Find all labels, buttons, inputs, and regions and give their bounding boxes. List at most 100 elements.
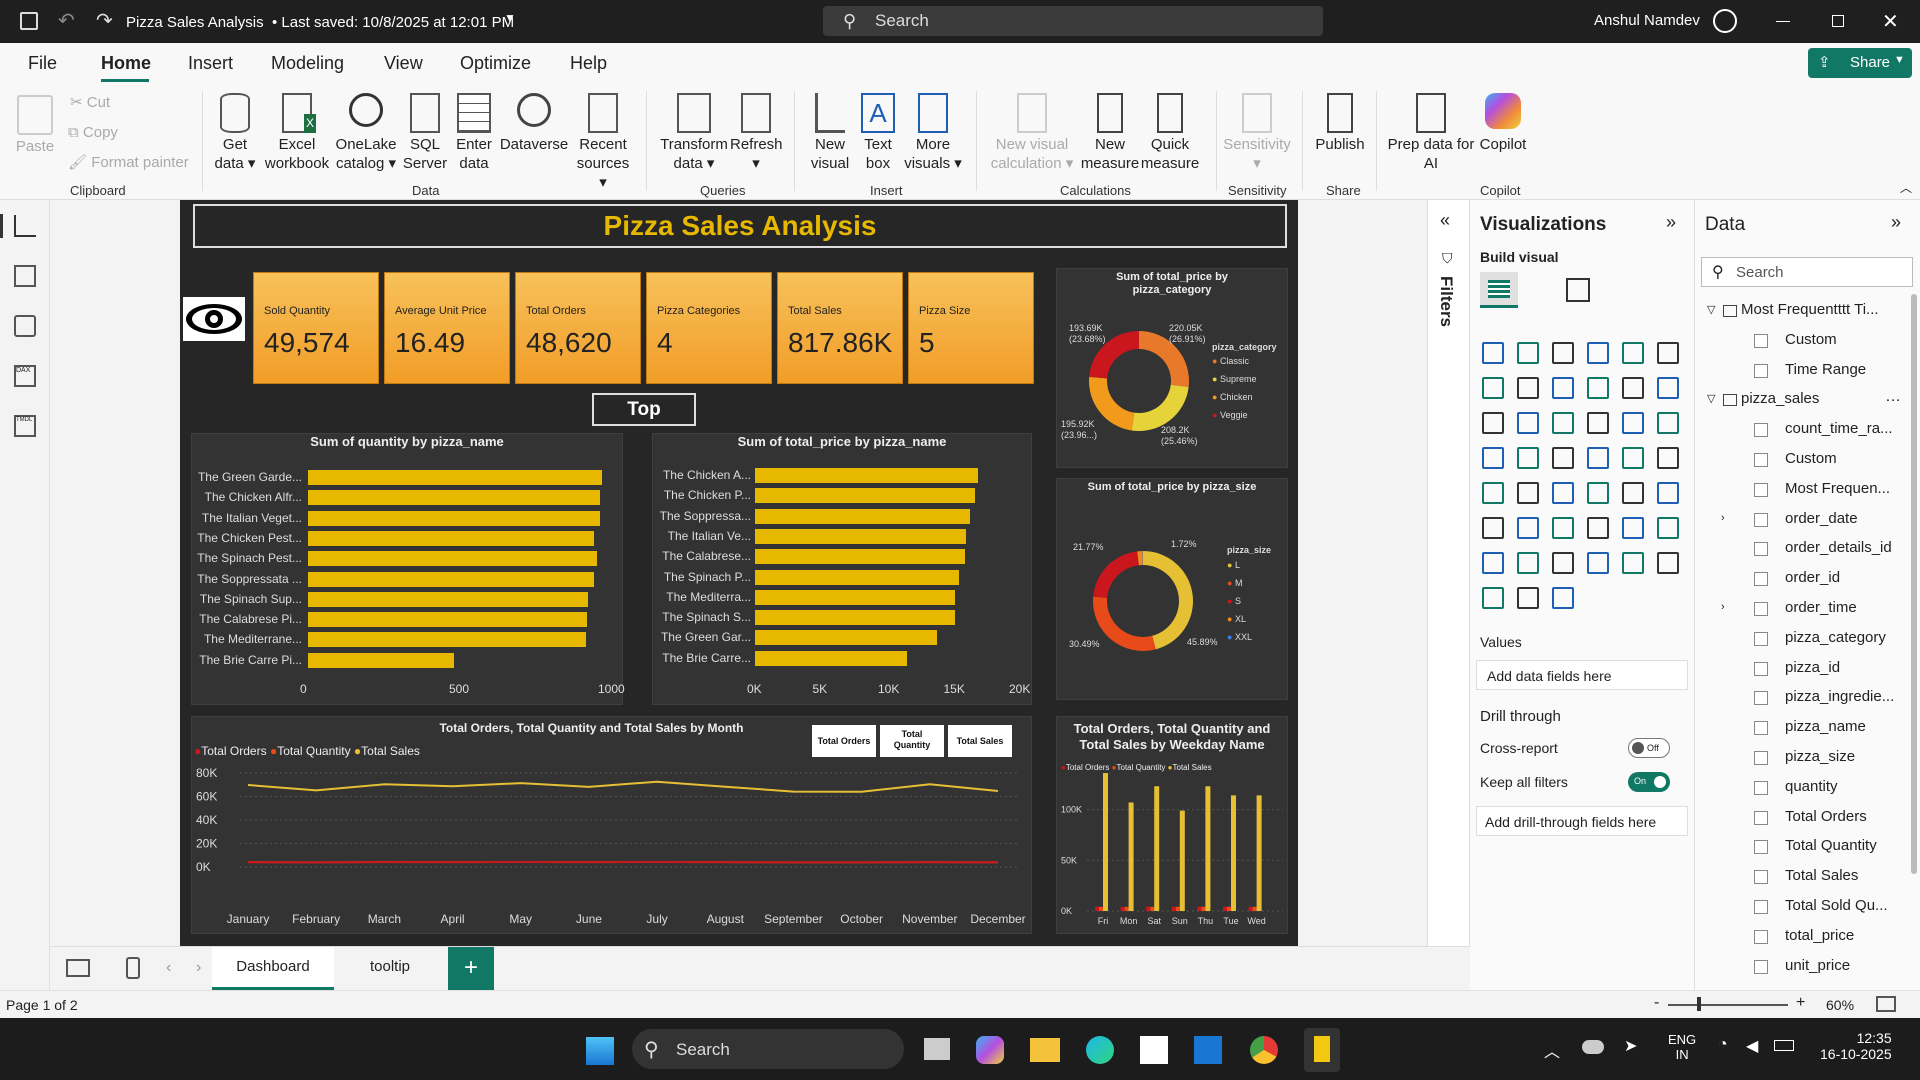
- top-button[interactable]: Top: [592, 393, 696, 426]
- visual-type-icon[interactable]: [1622, 412, 1644, 434]
- model-view-icon[interactable]: [14, 315, 36, 337]
- menu-help[interactable]: Help: [570, 53, 608, 73]
- menu-insert[interactable]: Insert: [188, 53, 234, 73]
- sales-column[interactable]: [1256, 795, 1262, 911]
- transform-data-button[interactable]: Transform data ▾: [660, 93, 728, 173]
- data-table-name[interactable]: pizza_sales: [1741, 390, 1820, 408]
- battery-icon[interactable]: [1774, 1040, 1794, 1051]
- field-name[interactable]: count_time_ra...: [1785, 420, 1893, 438]
- visual-type-icon[interactable]: [1622, 377, 1644, 399]
- tab-dashboard[interactable]: Dashboard: [212, 947, 334, 991]
- bar[interactable]: [755, 549, 965, 565]
- field-name[interactable]: order_id: [1785, 569, 1841, 587]
- edge-icon[interactable]: [1086, 1036, 1114, 1064]
- keep-filters-toggle[interactable]: On: [1628, 772, 1670, 792]
- weekday-column-chart[interactable]: Total Orders, Total Quantity and Total S…: [1056, 716, 1288, 934]
- visual-type-icon[interactable]: [1552, 412, 1574, 434]
- new-measure-button[interactable]: New measure: [1080, 93, 1140, 173]
- legend-item[interactable]: ● S: [1227, 596, 1241, 606]
- visual-type-icon[interactable]: [1482, 342, 1504, 364]
- bar[interactable]: [755, 589, 956, 605]
- total-sales-toggle[interactable]: Total Sales: [948, 725, 1012, 757]
- field-checkbox[interactable]: [1754, 602, 1768, 616]
- zoom-in-button[interactable]: +: [1796, 994, 1806, 1011]
- bar[interactable]: [755, 508, 970, 524]
- new-visual-button[interactable]: New visual: [806, 93, 854, 173]
- field-name[interactable]: pizza_category: [1785, 628, 1886, 646]
- monthly-line-chart[interactable]: Total Orders, Total Quantity and Total S…: [191, 716, 1032, 934]
- field-name[interactable]: Total Sold Qu...: [1785, 897, 1888, 914]
- orders-column[interactable]: [1197, 906, 1202, 911]
- kpi-card[interactable]: Total Orders 48,620: [515, 272, 641, 384]
- total-quantity-toggle[interactable]: Total Quantity: [880, 725, 944, 757]
- orders-column[interactable]: [1095, 906, 1099, 911]
- field-checkbox[interactable]: [1754, 959, 1768, 974]
- chevron-right-icon[interactable]: ›: [1721, 601, 1725, 613]
- build-visual-icon[interactable]: [1480, 272, 1518, 308]
- visual-type-icon[interactable]: [1552, 552, 1574, 574]
- menu-view[interactable]: View: [384, 53, 423, 73]
- task-view-icon[interactable]: [924, 1038, 950, 1060]
- visual-type-icon[interactable]: [1552, 482, 1574, 504]
- visual-type-icon[interactable]: [1657, 517, 1679, 539]
- search-input[interactable]: ⚲ Search: [823, 6, 1323, 36]
- chrome-icon[interactable]: [1250, 1036, 1278, 1064]
- donut-slice[interactable]: [1137, 551, 1143, 566]
- recent-sources-button[interactable]: Recent sources ▾: [572, 93, 634, 192]
- field-checkbox[interactable]: [1754, 751, 1768, 765]
- menu-optimize[interactable]: Optimize: [460, 53, 532, 73]
- field-checkbox[interactable]: [1754, 482, 1768, 497]
- field-checkbox[interactable]: [1754, 900, 1768, 914]
- undo-icon[interactable]: ↶: [58, 10, 75, 32]
- quantity-column[interactable]: [1201, 906, 1206, 911]
- more-visuals-button[interactable]: More visuals ▾: [902, 93, 964, 173]
- field-name[interactable]: quantity: [1785, 777, 1838, 795]
- report-view-icon[interactable]: [14, 215, 36, 237]
- start-icon[interactable]: [586, 1037, 614, 1065]
- field-name[interactable]: Total Quantity: [1785, 837, 1877, 855]
- scrollbar[interactable]: [1911, 294, 1917, 874]
- visual-type-icon[interactable]: [1482, 552, 1504, 574]
- visual-type-icon[interactable]: [1622, 482, 1644, 504]
- outlook-icon[interactable]: [1194, 1036, 1222, 1064]
- visual-type-icon[interactable]: [1587, 517, 1609, 539]
- visual-type-icon[interactable]: [1517, 482, 1539, 504]
- field-checkbox[interactable]: [1754, 840, 1768, 855]
- eye-icon[interactable]: [183, 297, 245, 341]
- language-indicator[interactable]: ENG IN: [1668, 1032, 1697, 1062]
- copilot-taskbar-icon[interactable]: [976, 1036, 1004, 1064]
- visual-type-icon[interactable]: [1587, 482, 1609, 504]
- visual-type-icon[interactable]: [1657, 342, 1679, 364]
- bar[interactable]: [755, 650, 907, 666]
- field-name[interactable]: pizza_id: [1785, 658, 1841, 676]
- qty-by-pizza-chart[interactable]: Sum of quantity by pizza_name The Green …: [191, 433, 625, 705]
- filters-pane[interactable]: « ⛉ Filters: [1427, 200, 1469, 946]
- visual-type-icon[interactable]: [1517, 587, 1539, 609]
- new-visual-calculation-button[interactable]: New visual calculation ▾: [990, 93, 1074, 173]
- legend-item[interactable]: ● M: [1227, 578, 1242, 588]
- bar[interactable]: [308, 530, 595, 546]
- field-name[interactable]: Custom: [1785, 330, 1837, 348]
- legend-item[interactable]: ● XXL: [1227, 632, 1252, 642]
- sales-column[interactable]: [1128, 802, 1134, 911]
- visual-type-icon[interactable]: [1552, 377, 1574, 399]
- onelake-catalog-button[interactable]: OneLake catalog ▾: [334, 93, 398, 173]
- visual-type-icon[interactable]: [1482, 447, 1504, 469]
- paste-button[interactable]: Paste: [14, 95, 56, 156]
- visual-type-icon[interactable]: [1657, 412, 1679, 434]
- kpi-card[interactable]: Average Unit Price 16.49: [384, 272, 510, 384]
- onedrive-icon[interactable]: [1582, 1040, 1604, 1054]
- legend-item[interactable]: ● XL: [1227, 614, 1246, 624]
- share-button[interactable]: ⇪ Share ▼: [1808, 48, 1912, 78]
- quantity-column[interactable]: [1150, 906, 1155, 911]
- zoom-slider[interactable]: [1668, 1004, 1788, 1006]
- chevron-down-icon[interactable]: ▽: [1707, 393, 1716, 406]
- visual-type-icon[interactable]: [1622, 342, 1644, 364]
- bar[interactable]: [308, 591, 589, 607]
- donut-slice[interactable]: [1139, 331, 1189, 387]
- collapse-ribbon-icon[interactable]: ︿: [1900, 181, 1913, 195]
- legend-item[interactable]: ● Classic: [1212, 356, 1249, 366]
- volume-icon[interactable]: ◀: [1746, 1038, 1759, 1055]
- kpi-card[interactable]: Pizza Categories 4: [646, 272, 772, 384]
- field-name[interactable]: Total Sales: [1785, 867, 1859, 885]
